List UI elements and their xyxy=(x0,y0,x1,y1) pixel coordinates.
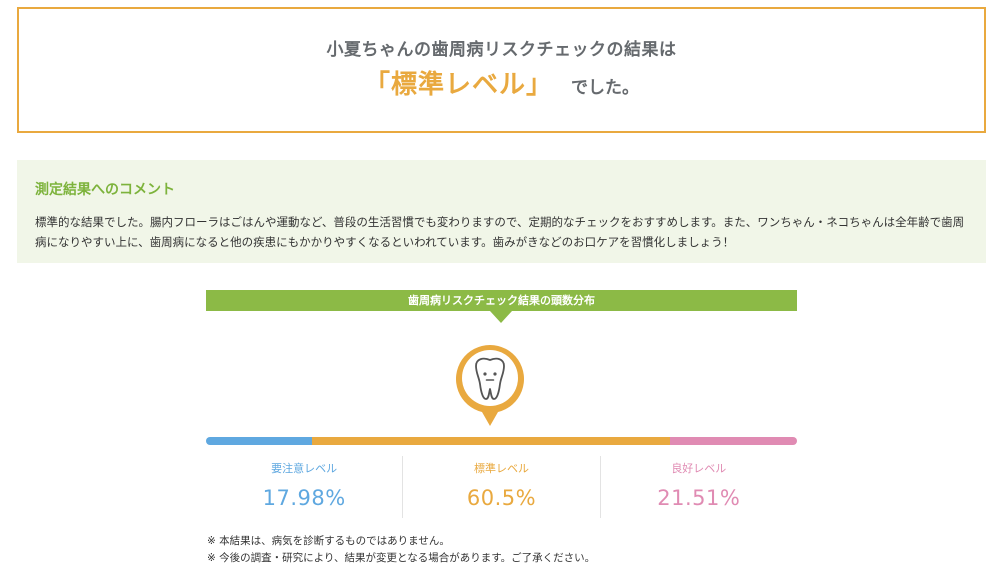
notes: ※ 本結果は、病気を診断するものではありません。 ※ 今後の調査・研究により、結… xyxy=(207,533,595,567)
result-level: 「標準レベル」 xyxy=(363,70,553,100)
result-level-line: 「標準レベル」 でした。 xyxy=(19,64,984,101)
stat-value: 21.51% xyxy=(657,486,741,510)
distribution-bar-segment xyxy=(312,437,670,445)
distribution-header: 歯周病リスクチェック結果の頭数分布 xyxy=(206,290,797,311)
distribution-bar xyxy=(206,437,797,445)
tooth-icon xyxy=(456,344,524,426)
comment-box: 測定結果へのコメント 標準的な結果でした。腸内フローラはごはんや運動など、普段の… xyxy=(17,160,986,263)
note-item: ※ 本結果は、病気を診断するものではありません。 xyxy=(207,535,450,547)
tooth-marker xyxy=(452,342,528,428)
distribution-bar-segment xyxy=(206,437,313,445)
stat-value: 17.98% xyxy=(262,486,346,510)
distribution-bar-segment xyxy=(669,437,797,445)
stat-good: 良好レベル 21.51% xyxy=(599,456,797,518)
stat-label: 標準レベル xyxy=(473,462,529,475)
comment-title: 測定結果へのコメント xyxy=(35,182,175,198)
note-item: ※ 今後の調査・研究により、結果が変更となる場合があります。ご了承ください。 xyxy=(207,552,596,564)
stat-caution: 要注意レベル 17.98% xyxy=(206,456,402,518)
distribution-stats: 要注意レベル 17.98% 標準レベル 60.5% 良好レベル 21.51% xyxy=(206,456,797,518)
result-heading: 小夏ちゃんの歯周病リスクチェックの結果は xyxy=(326,40,677,60)
result-box: 小夏ちゃんの歯周病リスクチェックの結果は 「標準レベル」 でした。 xyxy=(17,7,986,133)
stat-value: 60.5% xyxy=(466,486,537,510)
stat-standard: 標準レベル 60.5% xyxy=(402,456,599,518)
comment-body: 標準的な結果でした。腸内フローラはごはんや運動など、普段の生活習慣でも変わります… xyxy=(35,215,965,249)
stat-label: 良好レベル xyxy=(671,462,727,475)
result-suffix: でした。 xyxy=(571,78,639,98)
stat-label: 要注意レベル xyxy=(271,462,338,475)
distribution-header-arrow xyxy=(490,311,512,323)
